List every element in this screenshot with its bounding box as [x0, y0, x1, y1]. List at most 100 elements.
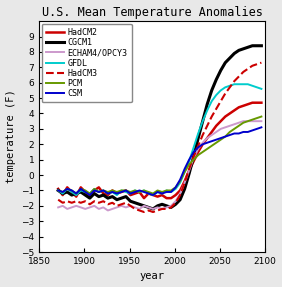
PCM	[174, 186, 177, 189]
HadCM2	[228, 112, 232, 115]
ECHAM4/OPCY3	[79, 206, 82, 209]
ECHAM4/OPCY3	[61, 204, 64, 208]
ECHAM4/OPCY3	[188, 169, 191, 172]
HadCM2	[183, 179, 186, 183]
CSM	[206, 141, 209, 144]
GFDL	[138, 190, 141, 194]
ECHAM4/OPCY3	[151, 207, 155, 211]
HadCM2	[56, 187, 60, 191]
CSM	[138, 189, 141, 192]
ECHAM4/OPCY3	[197, 147, 200, 151]
CGCM1	[179, 198, 182, 201]
HadCM2	[61, 193, 64, 197]
HadCM2	[169, 196, 173, 200]
CGCM1	[219, 69, 222, 72]
ECHAM4/OPCY3	[233, 123, 236, 126]
HadCM3	[179, 193, 182, 197]
CSM	[83, 190, 87, 194]
HadCM2	[210, 130, 213, 134]
PCM	[151, 192, 155, 195]
GFDL	[56, 189, 60, 192]
HadCM3	[233, 79, 236, 83]
GFDL	[201, 119, 204, 123]
CSM	[237, 132, 241, 135]
ECHAM4/OPCY3	[242, 119, 245, 123]
HadCM3	[61, 201, 64, 205]
CGCM1	[92, 192, 96, 195]
HadCM3	[88, 203, 91, 206]
PCM	[92, 187, 96, 191]
HadCM2	[251, 101, 254, 104]
HadCM3	[79, 201, 82, 205]
GFDL	[215, 93, 218, 97]
HadCM2	[74, 195, 78, 198]
CSM	[255, 127, 259, 131]
HadCM3	[188, 167, 191, 170]
HadCM3	[165, 207, 168, 211]
Line: ECHAM4/OPCY3: ECHAM4/OPCY3	[58, 121, 261, 210]
CSM	[179, 178, 182, 181]
CSM	[111, 190, 114, 194]
HadCM2	[255, 101, 259, 104]
HadCM2	[179, 189, 182, 192]
ECHAM4/OPCY3	[133, 206, 137, 209]
GFDL	[115, 193, 119, 197]
ECHAM4/OPCY3	[97, 207, 100, 211]
HadCM2	[242, 104, 245, 108]
ECHAM4/OPCY3	[201, 141, 204, 144]
Line: CSM: CSM	[58, 127, 261, 195]
HadCM3	[237, 75, 241, 78]
HadCM3	[151, 210, 155, 214]
PCM	[246, 119, 250, 123]
GFDL	[156, 190, 159, 194]
HadCM2	[197, 150, 200, 154]
GFDL	[224, 86, 227, 89]
GFDL	[65, 187, 69, 191]
HadCM3	[242, 70, 245, 74]
HadCM2	[79, 186, 82, 189]
CGCM1	[183, 187, 186, 191]
CGCM1	[120, 196, 123, 200]
ECHAM4/OPCY3	[192, 156, 195, 160]
PCM	[102, 189, 105, 192]
ECHAM4/OPCY3	[111, 207, 114, 211]
ECHAM4/OPCY3	[228, 124, 232, 127]
HadCM2	[70, 190, 73, 194]
GFDL	[233, 82, 236, 86]
HadCM3	[83, 199, 87, 203]
CSM	[210, 139, 213, 143]
CGCM1	[156, 204, 159, 208]
HadCM3	[251, 64, 254, 67]
HadCM3	[206, 124, 209, 127]
CSM	[169, 190, 173, 194]
CSM	[102, 189, 105, 192]
CGCM1	[201, 119, 204, 123]
HadCM3	[102, 199, 105, 203]
HadCM3	[260, 61, 263, 64]
HadCM2	[147, 192, 150, 195]
CGCM1	[138, 203, 141, 206]
CSM	[151, 193, 155, 197]
CGCM1	[169, 206, 173, 209]
CGCM1	[129, 199, 132, 203]
HadCM3	[169, 206, 173, 209]
PCM	[111, 189, 114, 192]
CSM	[183, 167, 186, 170]
PCM	[183, 170, 186, 174]
HadCM2	[160, 193, 164, 197]
CSM	[160, 192, 164, 195]
ECHAM4/OPCY3	[142, 204, 146, 208]
GFDL	[151, 193, 155, 197]
PCM	[88, 192, 91, 195]
HadCM3	[92, 199, 96, 203]
CGCM1	[61, 192, 64, 195]
CSM	[228, 133, 232, 137]
CGCM1	[79, 190, 82, 194]
PCM	[251, 118, 254, 121]
HadCM3	[192, 155, 195, 158]
GFDL	[174, 187, 177, 191]
ECHAM4/OPCY3	[206, 136, 209, 140]
CGCM1	[174, 203, 177, 206]
PCM	[156, 189, 159, 192]
GFDL	[188, 160, 191, 163]
